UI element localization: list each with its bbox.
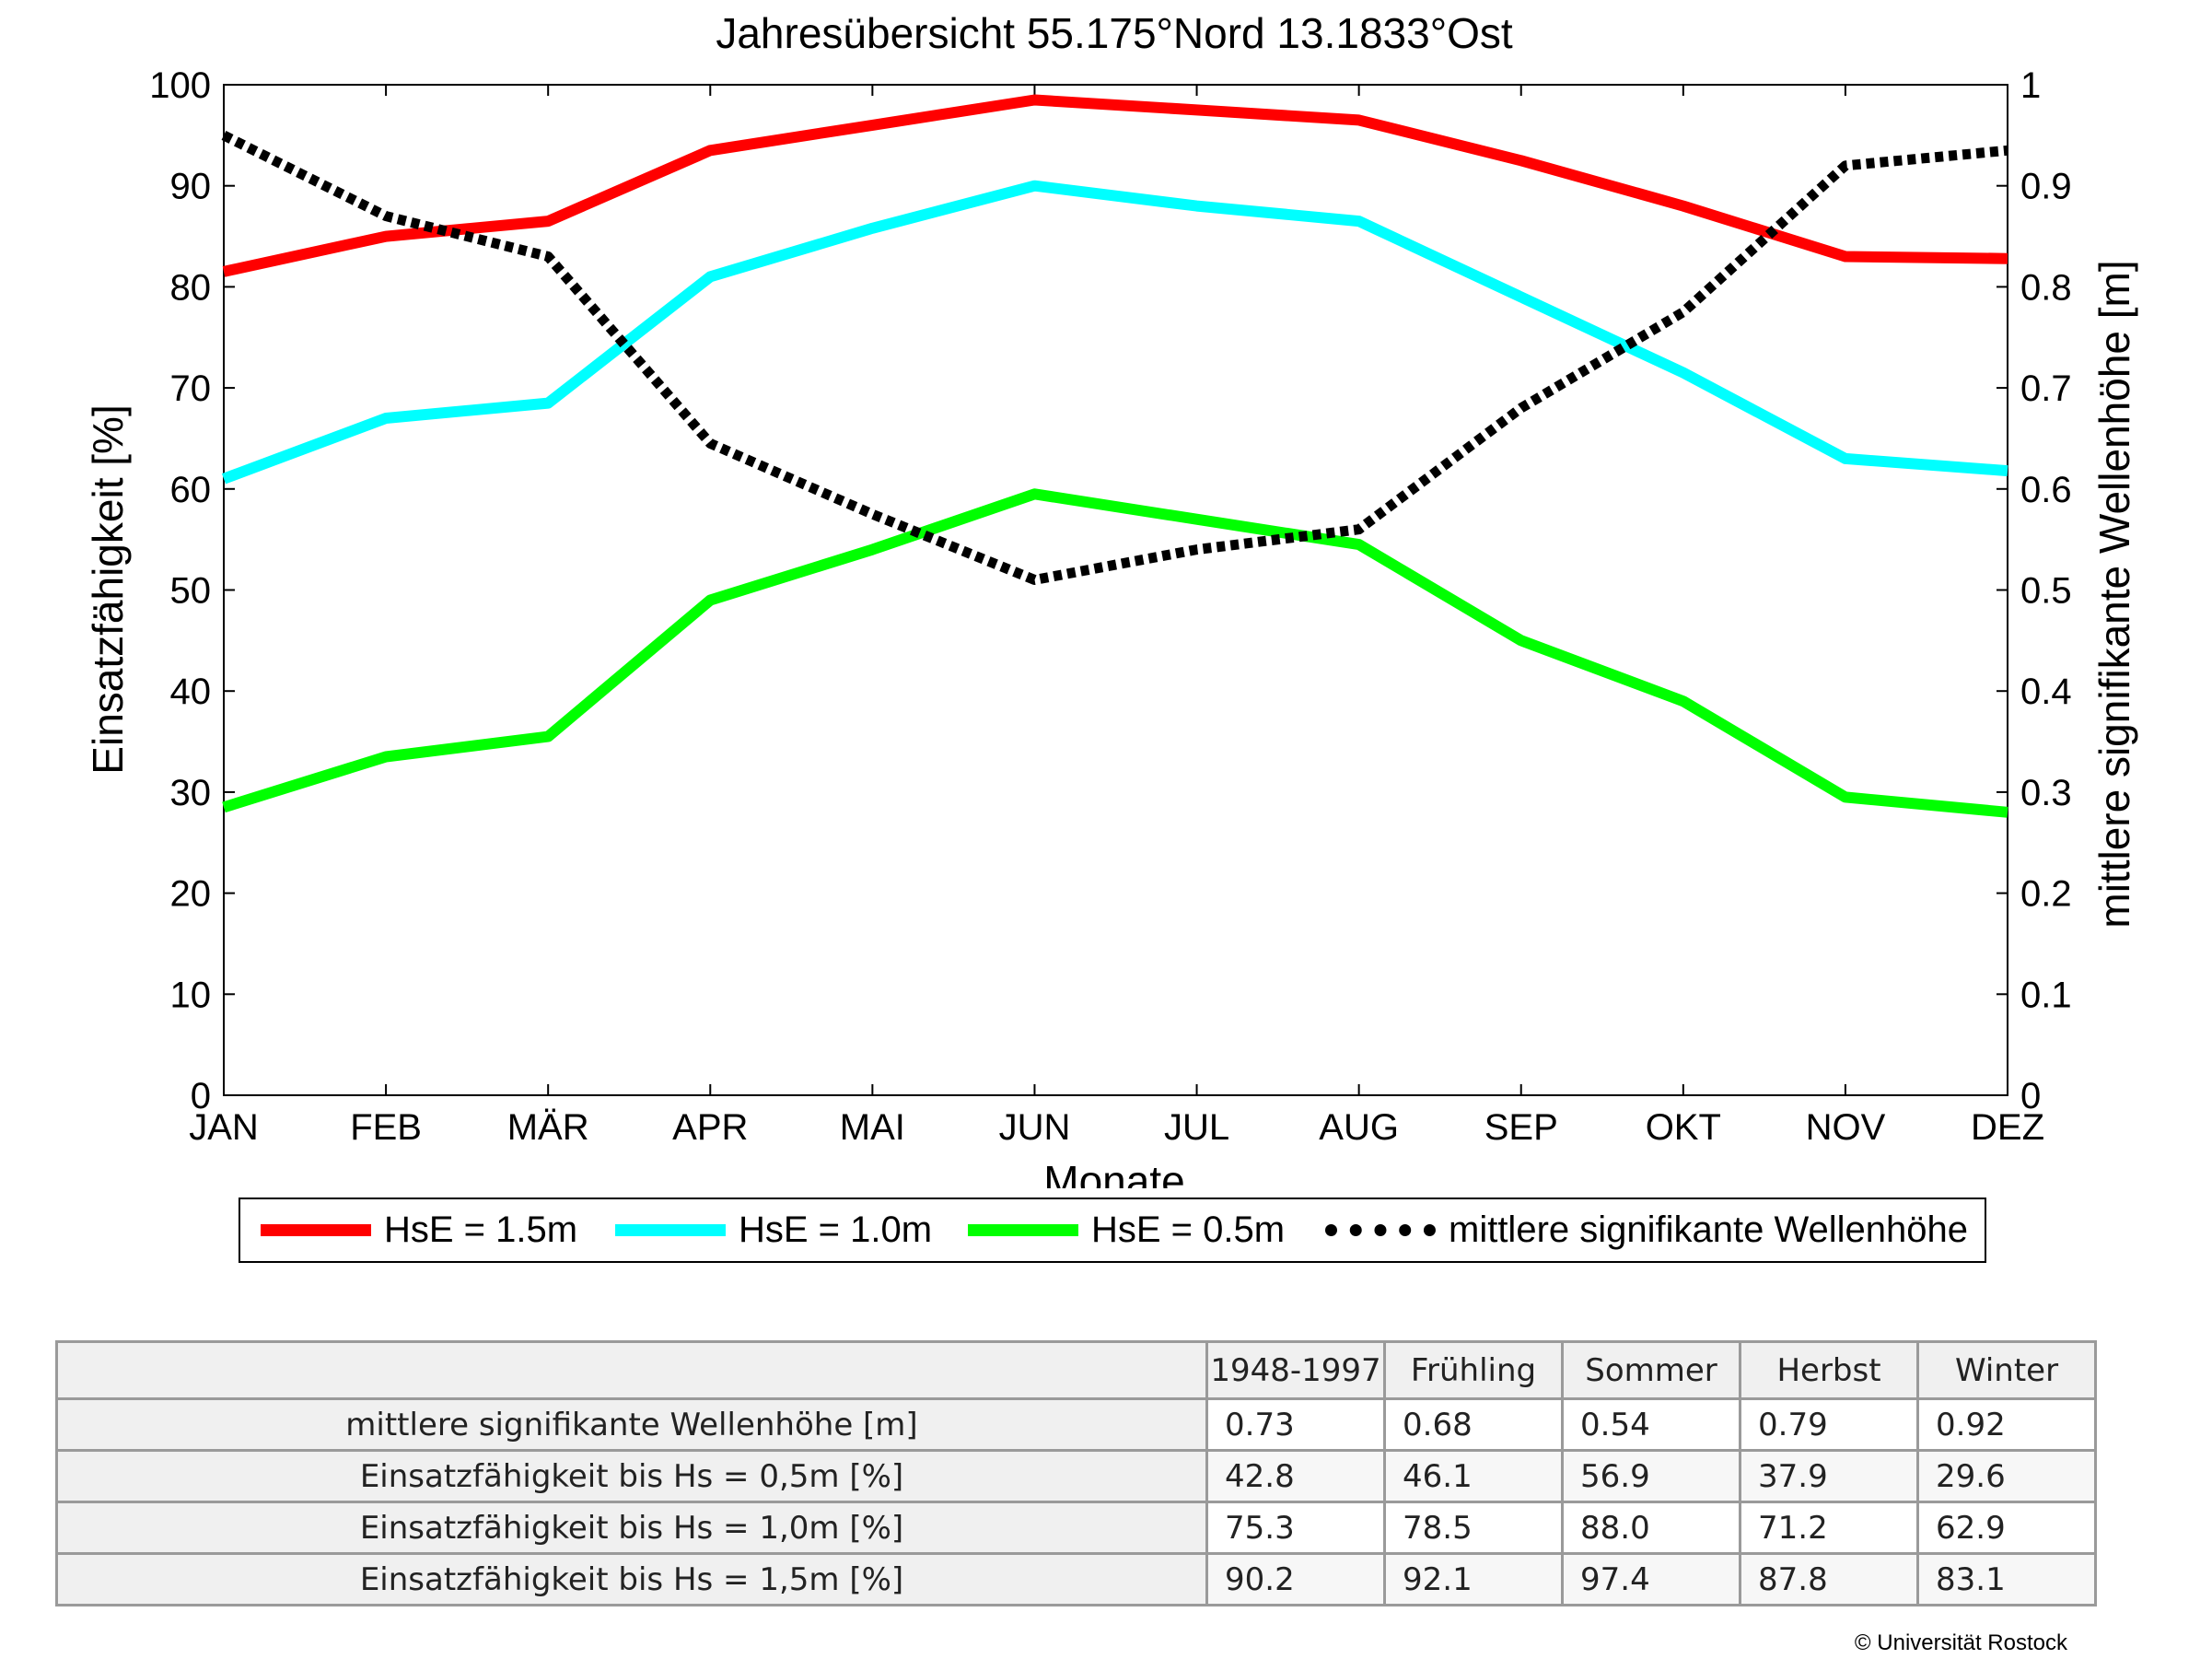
y-tick-label: 90 (170, 167, 212, 207)
table-col-winter: Winter (1916, 1340, 2097, 1400)
table-cell: 62.9 (1916, 1501, 2097, 1555)
table-cell: 0.73 (1205, 1397, 1386, 1452)
table-row-label: Einsatzfähigkeit bis Hs = 1,0m [%] (55, 1501, 1208, 1555)
y-tick-label: 20 (170, 874, 212, 915)
stats-table: 1948-1997 Frühling Sommer Herbst Winter … (55, 1340, 2097, 1606)
x-tick-label: AUG (1319, 1107, 1399, 1148)
table-row-label: Einsatzfähigkeit bis Hs = 1,5m [%] (55, 1552, 1208, 1606)
y2-tick-label: 0.5 (2020, 571, 2072, 612)
y2-tick-label: 1 (2020, 65, 2041, 106)
y-tick-label: 30 (170, 773, 212, 813)
table-corner-cell (55, 1340, 1208, 1400)
table-row: mittlere signifikante Wellenhöhe [m] 0.7… (55, 1397, 2097, 1452)
legend-label-wave-height: mittlere signifikante Wellenhöhe (1449, 1209, 1969, 1250)
chart-title: Jahresübersicht 55.175°Nord 13.1833°Ost (716, 9, 1513, 57)
table-cell: 88.0 (1561, 1501, 1741, 1555)
table-cell: 56.9 (1561, 1449, 1741, 1503)
y-axis-label: Einsatzfähigkeit [%] (84, 404, 132, 774)
legend-item-hse-0-5: HsE = 0.5m (968, 1199, 1285, 1261)
legend-label-hse-0-5: HsE = 0.5m (1091, 1209, 1286, 1250)
x-tick-label: SEP (1484, 1107, 1558, 1148)
x-tick-label: APR (672, 1107, 748, 1148)
table-cell: 0.79 (1739, 1397, 1919, 1452)
table-col-autumn: Herbst (1739, 1340, 1919, 1400)
series-layer (221, 94, 2008, 818)
table-cell: 0.92 (1916, 1397, 2097, 1452)
y2-tick-label: 0.7 (2020, 368, 2072, 409)
legend: HsE = 1.5m HsE = 1.0m HsE = 0.5m mittler… (239, 1198, 1986, 1263)
table-cell: 71.2 (1739, 1501, 1919, 1555)
y2-tick-label: 0.4 (2020, 672, 2072, 712)
table-row-label: mittlere signifikante Wellenhöhe [m] (55, 1397, 1208, 1452)
legend-item-hse-1-5: HsE = 1.5m (261, 1199, 577, 1261)
plot-area (223, 84, 2008, 1096)
table-row: Einsatzfähigkeit bis Hs = 0,5m [%] 42.8 … (55, 1449, 2097, 1503)
table-cell: 97.4 (1561, 1552, 1741, 1606)
y-tick-label: 40 (170, 672, 212, 712)
table-col-period: 1948-1997 (1205, 1340, 1386, 1400)
table-row: Einsatzfähigkeit bis Hs = 1,5m [%] 90.2 … (55, 1552, 2097, 1606)
legend-item-hse-1-0: HsE = 1.0m (615, 1199, 932, 1261)
chart: Jahresübersicht 55.175°Nord 13.1833°Ost … (84, 9, 2138, 1188)
x-axis: JAN FEB MÄR APR MAI JUN JUL AUG SEP OKT NOV DEZ (189, 85, 2044, 1148)
table-cell: 0.54 (1561, 1397, 1741, 1452)
table-row: Einsatzfähigkeit bis Hs = 1,0m [%] 75.3 … (55, 1501, 2097, 1555)
y-axis: 0 10 20 30 40 50 60 70 80 90 100 (149, 65, 235, 1116)
x-tick-label: MÄR (507, 1107, 589, 1148)
legend-swatch-hse-0-5 (968, 1224, 1078, 1236)
x-tick-label: DEZ (1971, 1107, 2044, 1148)
table-cell: 78.5 (1383, 1501, 1564, 1555)
series-line-2 (222, 488, 2008, 818)
table-cell: 37.9 (1739, 1449, 1919, 1503)
y2-axis: 0 0.1 0.2 0.3 0.4 0.5 0.6 0.7 0.8 0.9 1 (1997, 65, 2072, 1116)
legend-label-hse-1-5: HsE = 1.5m (384, 1209, 578, 1250)
table-cell: 92.1 (1383, 1552, 1564, 1606)
table-cell: 87.8 (1739, 1552, 1919, 1606)
y-tick-label: 100 (149, 65, 211, 106)
table-cell: 0.68 (1383, 1397, 1564, 1452)
legend-swatch-hse-1-5 (261, 1224, 371, 1236)
y-tick-label: 60 (170, 470, 212, 510)
y-tick-label: 80 (170, 267, 212, 308)
table-col-spring: Frühling (1383, 1340, 1564, 1400)
x-tick-label: NOV (1806, 1107, 1886, 1148)
legend-label-hse-1-0: HsE = 1.0m (739, 1209, 933, 1250)
table-cell: 75.3 (1205, 1501, 1386, 1555)
series-line-1 (221, 180, 2008, 485)
x-tick-label: FEB (350, 1107, 422, 1148)
y-tick-label: 10 (170, 975, 212, 1015)
table-header-row: 1948-1997 Frühling Sommer Herbst Winter (55, 1340, 2097, 1400)
y-tick-label: 70 (170, 368, 212, 409)
x-tick-label: MAI (840, 1107, 905, 1148)
table-col-summer: Sommer (1561, 1340, 1741, 1400)
series-line-0 (222, 94, 2008, 277)
x-axis-label: Monate (1043, 1157, 1184, 1188)
x-tick-label: JAN (189, 1107, 259, 1148)
y2-tick-label: 0 (2020, 1076, 2041, 1116)
legend-item-wave-height: mittlere signifikante Wellenhöhe (1325, 1199, 1968, 1261)
x-tick-label: OKT (1646, 1107, 1721, 1148)
table-cell: 90.2 (1205, 1552, 1386, 1606)
table-cell: 83.1 (1916, 1552, 2097, 1606)
y2-tick-label: 0.3 (2020, 773, 2072, 813)
legend-swatch-hse-1-0 (615, 1224, 726, 1236)
y2-tick-label: 0.9 (2020, 167, 2072, 207)
table-cell: 42.8 (1205, 1449, 1386, 1503)
table-row-label: Einsatzfähigkeit bis Hs = 0,5m [%] (55, 1449, 1208, 1503)
y-tick-label: 50 (170, 571, 212, 612)
x-tick-label: JUL (1164, 1107, 1229, 1148)
y-tick-label: 0 (191, 1076, 211, 1116)
table-cell: 46.1 (1383, 1449, 1564, 1503)
legend-swatch-wave-height (1325, 1224, 1436, 1236)
y2-axis-label: mittlere signifikante Wellenhöhe [m] (2090, 260, 2138, 928)
y2-tick-label: 0.6 (2020, 470, 2072, 510)
y2-tick-label: 0.1 (2020, 975, 2072, 1015)
series-line-3 (221, 130, 2008, 585)
x-tick-label: JUN (999, 1107, 1071, 1148)
y2-tick-label: 0.8 (2020, 267, 2072, 308)
copyright-notice: © Universität Rostock (1854, 1630, 2067, 1655)
table-cell: 29.6 (1916, 1449, 2097, 1503)
y2-tick-label: 0.2 (2020, 874, 2072, 915)
